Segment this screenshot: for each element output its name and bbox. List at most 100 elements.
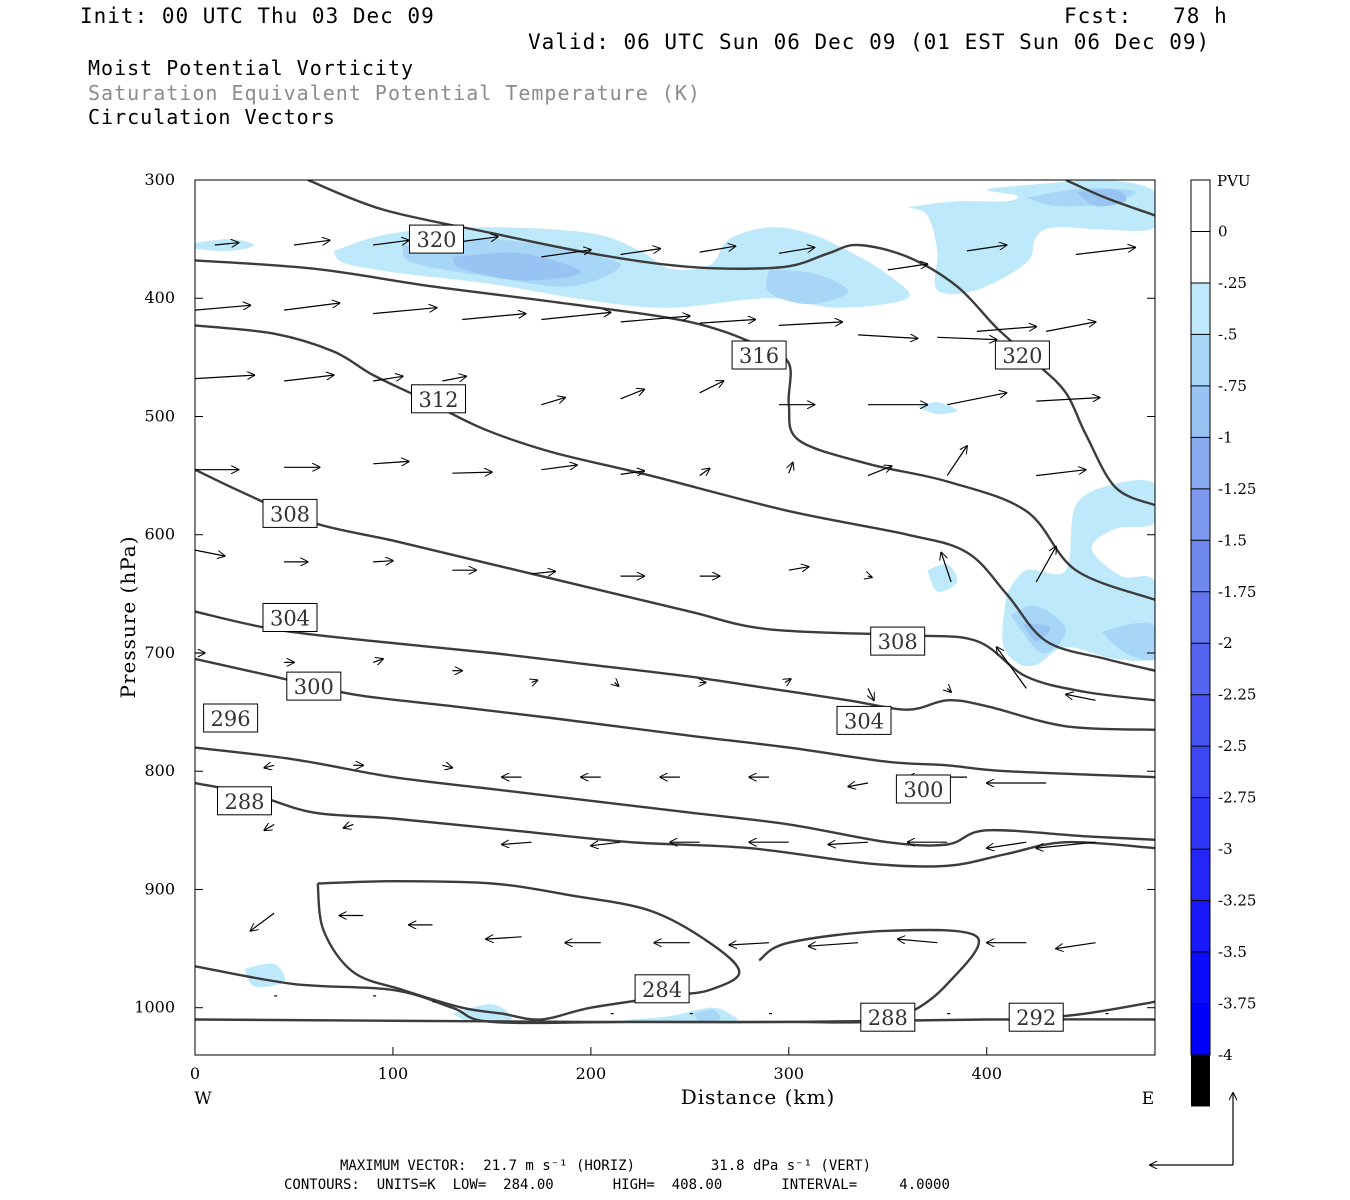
contour-label-box xyxy=(411,384,466,414)
colorbar-bin xyxy=(1191,591,1210,644)
contour-label-box xyxy=(860,1002,916,1032)
colorbar-tick-label: -3.25 xyxy=(1218,892,1256,910)
circulation-vector xyxy=(868,576,872,577)
contour-line xyxy=(307,180,1155,507)
circulation-vector xyxy=(987,841,1027,848)
circulation-vector xyxy=(373,308,436,315)
valid-time: Valid: 06 UTC Sun 06 Dec 09 (01 EST Sun … xyxy=(528,30,1211,54)
colorbar-tick-label: -2.5 xyxy=(1218,737,1247,755)
circulation-vector xyxy=(947,393,1006,406)
y-tick-label: 600 xyxy=(144,525,175,544)
colorbar-bin xyxy=(1191,746,1210,798)
contour-label: 300 xyxy=(294,675,334,699)
circulation-vector xyxy=(442,376,466,381)
reference-vector xyxy=(1150,1093,1233,1165)
contour-label: 316 xyxy=(739,344,779,368)
colorbar-bin xyxy=(1191,797,1210,850)
circulation-vector xyxy=(848,783,869,787)
circulation-vector xyxy=(264,824,275,830)
x-tick-label: 100 xyxy=(378,1064,409,1083)
mpv-region xyxy=(452,252,581,281)
colorbar-tick-label: -1 xyxy=(1218,428,1233,446)
mpv-region xyxy=(1101,622,1155,661)
circulation-vector xyxy=(373,561,393,562)
circulation-vector xyxy=(195,375,254,379)
colorbar: 0 -.25 -.5 -.75 -1 -1.25 -1.5 -1.75 -2 -2.25 -2.5 -… xyxy=(1190,172,1256,1107)
circulation-vector xyxy=(887,264,928,271)
colorbar-tick-label: -3.75 xyxy=(1218,995,1256,1013)
contour-line xyxy=(195,324,1155,672)
contour-label-box xyxy=(1008,1002,1064,1032)
colorbar-bin xyxy=(1191,488,1210,541)
colorbar-tick-label: -.25 xyxy=(1218,274,1247,292)
circulation-vector xyxy=(785,679,791,683)
circulation-vector xyxy=(195,549,225,556)
x-axis-title: Distance (km) xyxy=(681,1085,836,1109)
colorbar-bin xyxy=(1191,540,1210,592)
field-label-theta-es: Saturation Equivalent Potential Temperat… xyxy=(88,81,701,105)
circulation-vector xyxy=(1056,942,1096,949)
circulation-vector xyxy=(1075,247,1135,256)
contour-label: 308 xyxy=(270,502,310,526)
y-tick-label: 400 xyxy=(144,288,175,307)
circulation-vector xyxy=(195,305,250,311)
colorbar-bin xyxy=(1191,900,1210,953)
circulation-vector xyxy=(541,465,577,471)
contour-label: 304 xyxy=(844,709,884,733)
circulation-vector xyxy=(699,381,724,394)
circulation-vector xyxy=(1036,470,1086,477)
circulation-vector xyxy=(486,937,522,939)
circulation-vector xyxy=(976,327,1036,332)
circulation-vector xyxy=(591,842,621,846)
contour-line xyxy=(195,781,1155,868)
y-tick-label: 500 xyxy=(144,406,175,425)
contour-label: 320 xyxy=(416,228,456,252)
circulation-vector xyxy=(947,688,951,692)
circulation-vector xyxy=(778,322,842,326)
contour-info: CONTOURS: UNITS=K LOW= 284.00 HIGH= 408.… xyxy=(284,1177,950,1193)
circulation-vector xyxy=(541,250,591,258)
circulation-vector xyxy=(452,472,492,473)
colorbar-bin xyxy=(1191,694,1210,747)
contour-label: 284 xyxy=(642,978,682,1002)
theta-es-contour-layer xyxy=(195,180,1155,1025)
x-tick-label: 300 xyxy=(774,1064,805,1083)
circulation-vector xyxy=(789,463,793,474)
mpv-region xyxy=(452,1004,513,1023)
circulation-vector xyxy=(828,842,869,844)
contour-label-box xyxy=(262,498,318,528)
contour-label-box xyxy=(203,703,259,733)
colorbar-tick-label: -1.5 xyxy=(1218,531,1247,549)
colorbar-tick-label: -1.25 xyxy=(1218,480,1256,498)
circulation-vector xyxy=(966,245,1007,252)
circulation-vector xyxy=(997,647,1027,689)
colorbar-tick-label: -2.25 xyxy=(1218,686,1256,704)
colorbar-tick-label: -.5 xyxy=(1218,325,1237,343)
circulation-vector xyxy=(531,571,556,573)
contour-label: 288 xyxy=(868,1006,908,1030)
west-label: W xyxy=(194,1089,212,1109)
colorbar-tick-label: -4 xyxy=(1218,1046,1233,1064)
circulation-vector xyxy=(778,247,815,254)
colorbar-tick-label: 0 xyxy=(1218,222,1228,240)
contour-label: 292 xyxy=(1016,1006,1056,1030)
contour-line xyxy=(195,259,1155,601)
circulation-vector xyxy=(867,466,892,477)
circulation-vector xyxy=(858,335,917,339)
mpv-region xyxy=(766,268,849,305)
circulation-vector xyxy=(809,943,859,947)
contour-label-layer: 320 316 320 312 308 304 308 300 296 304 300 288 284 2… xyxy=(203,224,1064,1032)
y-tick-label: 900 xyxy=(144,879,175,898)
colorbar-tick-label: -2.75 xyxy=(1218,789,1256,807)
circulation-vector xyxy=(615,683,619,687)
colorbar-bin xyxy=(1191,1055,1210,1107)
contour-label: 300 xyxy=(903,778,943,802)
colorbar-tick-label: -1.75 xyxy=(1218,583,1256,601)
circulation-vector xyxy=(620,471,645,475)
circulation-vector xyxy=(1035,547,1056,583)
circulation-vector xyxy=(284,303,339,311)
circulation-vector xyxy=(373,240,409,246)
contour-label-box xyxy=(217,786,272,816)
colorbar-units: PVU xyxy=(1217,172,1251,190)
circulation-vector xyxy=(373,376,403,381)
